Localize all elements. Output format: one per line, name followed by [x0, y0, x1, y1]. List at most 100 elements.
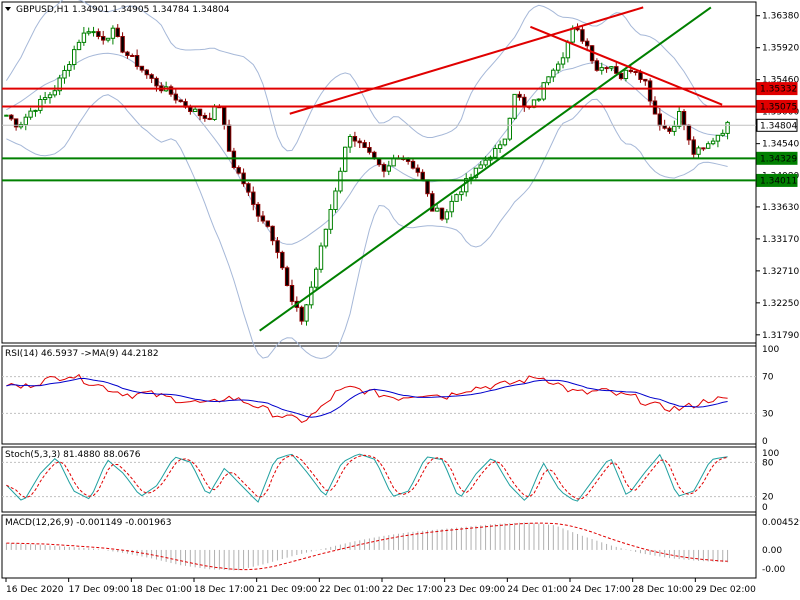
candle-body	[464, 178, 469, 193]
price-label-green: 1.34329	[760, 154, 797, 164]
candle-body	[323, 228, 329, 247]
macd-tick-label: -0.00	[762, 565, 786, 575]
candle-body	[580, 29, 585, 42]
rsi-tick-label: 100	[762, 345, 779, 355]
candle-body	[255, 203, 261, 217]
price-label-box	[756, 173, 798, 187]
candle-body	[551, 69, 556, 78]
macd-signal-line	[6, 522, 728, 571]
candle-body	[701, 147, 706, 150]
candle-body	[483, 159, 488, 166]
time-axis-label: 24 Dec 01:00	[507, 585, 568, 595]
candle-body	[560, 57, 566, 65]
candle-body	[289, 285, 295, 302]
candle-body	[178, 99, 183, 103]
time-axis-label: 18 Dec 17:00	[194, 585, 255, 595]
candle-body	[367, 147, 372, 153]
candle-body	[270, 225, 275, 242]
candle-body	[672, 125, 677, 132]
trendline[interactable]	[530, 25, 723, 106]
candle-body	[304, 304, 309, 322]
trendline[interactable]	[259, 6, 712, 332]
candle-body	[275, 240, 280, 253]
candle-body	[618, 72, 624, 80]
price-tick-label: 1.32250	[762, 299, 799, 309]
candle-body	[449, 200, 454, 213]
candle-body	[720, 132, 725, 136]
price-label-box	[756, 99, 798, 113]
price-tick-label: 1.36380	[762, 12, 799, 22]
price-label-green: 1.34011	[760, 176, 797, 186]
price-label-box	[756, 82, 798, 96]
chart-header: GBPUSD,H1 1.34901 1.34905 1.34784 1.3480…	[16, 5, 230, 15]
trendline[interactable]	[289, 6, 644, 115]
candle-body	[76, 41, 82, 51]
candle-body	[125, 51, 130, 56]
candle-body	[23, 116, 29, 126]
candle-body	[62, 70, 67, 79]
rsi-tick-label: 30	[762, 409, 774, 419]
time-axis-label: 16 Dec 2020	[6, 585, 64, 595]
candle-body	[139, 65, 145, 71]
symbol-dropdown-icon[interactable]	[5, 7, 11, 11]
candle-body	[144, 69, 150, 76]
candle-body	[647, 80, 653, 102]
candle-body	[444, 211, 450, 220]
candle-body	[236, 167, 241, 174]
candle-body	[309, 286, 314, 306]
price-label-red: 1.35075	[760, 102, 797, 112]
candle-body	[105, 37, 111, 41]
candle-body	[120, 36, 125, 53]
candle-body	[96, 31, 101, 38]
candle-body	[251, 191, 256, 205]
candle-body	[430, 193, 435, 212]
candle-body	[168, 86, 174, 95]
candle-body	[623, 69, 629, 80]
candle-body	[91, 31, 96, 34]
candle-body	[376, 157, 382, 166]
candle-body	[691, 139, 696, 155]
candle-body	[67, 64, 72, 71]
candle-body	[473, 167, 479, 178]
candle-body	[13, 118, 19, 128]
stoch-main-line	[6, 453, 728, 503]
candle-body	[47, 94, 53, 99]
price-label-box	[756, 151, 798, 165]
candle-body	[231, 150, 237, 168]
stoch-tick-label: 80	[762, 458, 774, 468]
candle-body	[681, 111, 687, 126]
price-tick-label: 1.33630	[762, 203, 799, 213]
candle-body	[502, 138, 508, 146]
rsi-tick-label: 70	[762, 373, 774, 383]
candle-body	[314, 268, 319, 288]
candle-body	[130, 55, 135, 57]
candle-body	[202, 115, 208, 119]
stoch-tick-label: 0	[762, 503, 768, 513]
candle-body	[33, 109, 38, 112]
rsi-header: RSI(14) 46.5937 ->MA(9) 44.2182	[5, 349, 159, 359]
candle-body	[522, 96, 527, 107]
price-tick-label: 1.32710	[762, 267, 799, 277]
candle-body	[706, 143, 711, 149]
candle-body	[725, 121, 730, 134]
candle-body	[686, 124, 692, 141]
candle-body	[415, 167, 421, 173]
candle-body	[57, 77, 62, 92]
candle-body	[241, 172, 246, 185]
time-axis-label: 23 Dec 09:00	[445, 585, 506, 595]
candle-body	[628, 69, 633, 73]
price-tick-label: 1.35460	[762, 76, 799, 86]
candle-body	[517, 93, 522, 98]
candle-body	[197, 108, 203, 117]
candle-body	[493, 148, 498, 158]
price-label-box	[756, 118, 798, 132]
candle-body	[222, 107, 227, 126]
stoch-tick-label: 20	[762, 493, 774, 503]
candle-body	[42, 97, 48, 100]
bollinger-middle	[6, 52, 728, 245]
price-tick-label: 1.33170	[762, 235, 799, 245]
candle-body	[478, 164, 483, 169]
candle-body	[115, 27, 120, 38]
candle-body	[667, 127, 672, 132]
